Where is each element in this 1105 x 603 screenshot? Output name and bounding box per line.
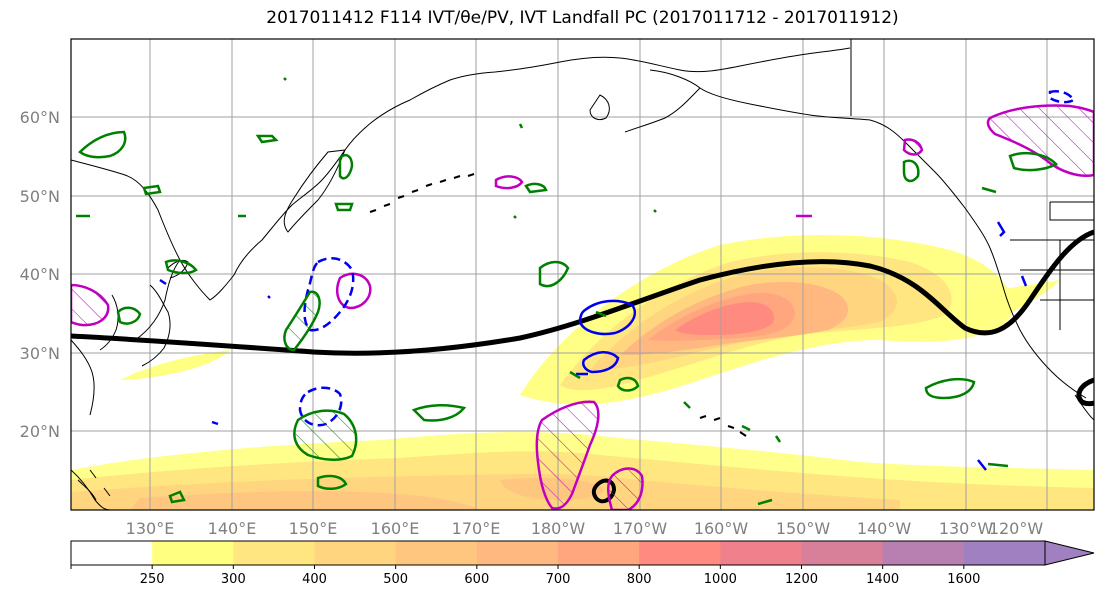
- colorbar-segment: [882, 541, 965, 565]
- colorbar-tick-label: 250: [140, 572, 165, 587]
- lon-label-150e: 150°E: [289, 519, 338, 538]
- trough-line-segment: [1076, 377, 1094, 407]
- coastlines: [71, 39, 1094, 510]
- colorbar-segment: [558, 541, 640, 565]
- colorbar-tick-label: 1400: [866, 572, 899, 587]
- latitude-labels: 60°N 50°N 40°N 30°N 20°N: [20, 108, 60, 441]
- colorbar-segment: [395, 541, 478, 565]
- colorbar-tick-label: 700: [546, 572, 571, 587]
- lon-label-150w: 150°W: [776, 519, 831, 538]
- colorbar-segment: [720, 541, 802, 565]
- magenta-contours: [71, 104, 1094, 510]
- colorbar-segment: [152, 541, 234, 565]
- lon-label-130w: 130°W: [939, 519, 994, 538]
- lon-label-160e: 160°E: [371, 519, 420, 538]
- lon-label-170e: 170°E: [452, 519, 501, 538]
- figure-title: 2017011412 F114 IVT/θe/PV, IVT Landfall …: [266, 8, 899, 28]
- colorbar-segment: [314, 541, 397, 565]
- longitude-labels: 130°E 140°E 150°E 160°E 170°E 180°W 170°…: [126, 519, 1044, 538]
- ivt-shading-plume: [120, 234, 1060, 405]
- colorbar-tick-label: 400: [302, 572, 327, 587]
- colorbar-segment: [801, 541, 884, 565]
- lon-label-170w: 170°W: [613, 519, 668, 538]
- lon-label-180w: 180°W: [531, 519, 586, 538]
- lat-label-60n: 60°N: [20, 108, 60, 127]
- colorbar-tick-label: 1600: [947, 572, 980, 587]
- lon-label-140w: 140°W: [857, 519, 912, 538]
- colorbar-tick-label: 300: [221, 572, 246, 587]
- colorbar-tick-label: 500: [383, 572, 408, 587]
- map-border: [70, 38, 1095, 511]
- lat-label-30n: 30°N: [20, 344, 60, 363]
- colorbar: 250 300 400 500 600 700 800 1000 1200 1400 1600: [70, 540, 1095, 587]
- colorbar-segment: [71, 541, 153, 565]
- lon-label-130e: 130°E: [126, 519, 175, 538]
- colorbar-segment: [476, 541, 559, 565]
- lon-label-160w: 160°W: [694, 519, 749, 538]
- colorbar-tick-label: 1200: [785, 572, 818, 587]
- colorbar-extend-arrow: [1044, 540, 1095, 566]
- lat-label-20n: 20°N: [20, 422, 60, 441]
- colorbar-segment: [639, 541, 721, 565]
- lon-label-140e: 140°E: [208, 519, 257, 538]
- colorbar-tick-label: 800: [627, 572, 652, 587]
- lat-label-40n: 40°N: [20, 265, 60, 284]
- lat-label-50n: 50°N: [20, 187, 60, 206]
- colorbar-tick-label: 1000: [704, 572, 737, 587]
- trough-line: [71, 229, 1094, 356]
- colorbar-segment: [233, 541, 315, 565]
- lon-label-120w: 120°W: [989, 519, 1044, 538]
- colorbar-tick-label: 600: [464, 572, 489, 587]
- colorbar-segment: [963, 541, 1046, 565]
- graticule: [71, 39, 1094, 510]
- green-contours: [76, 77, 1059, 506]
